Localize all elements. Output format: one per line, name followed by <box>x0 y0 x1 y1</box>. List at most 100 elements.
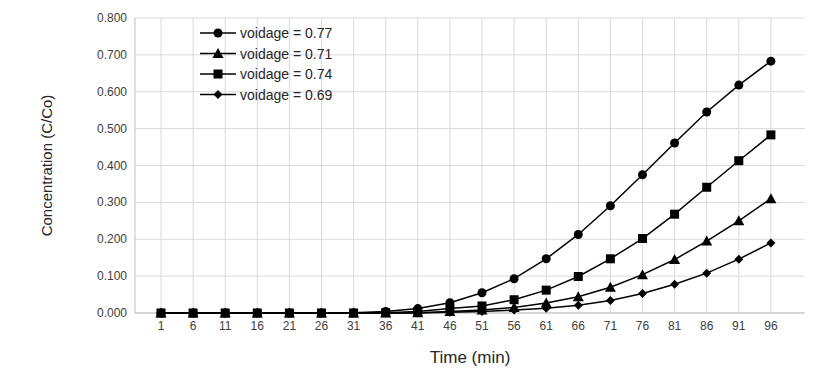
y-grid-line <box>135 202 805 203</box>
data-point <box>669 254 680 264</box>
y-tick-label: 0.200 <box>97 232 127 246</box>
data-point <box>220 308 231 318</box>
data-point <box>445 308 454 317</box>
data-point <box>478 288 487 297</box>
data-point <box>638 289 647 298</box>
data-point <box>253 309 262 318</box>
data-point <box>606 254 615 263</box>
data-point <box>542 286 551 295</box>
data-point <box>188 308 199 318</box>
x-tick-label: 6 <box>190 319 197 333</box>
data-point <box>702 108 711 117</box>
x-tick-label: 36 <box>379 319 393 333</box>
y-tick-label: 0.400 <box>97 159 127 173</box>
data-point <box>670 210 679 219</box>
x-tick-label: 91 <box>732 319 746 333</box>
data-point <box>380 308 391 318</box>
data-point <box>252 308 263 318</box>
y-tick-label: 0.100 <box>97 269 127 283</box>
series-line <box>161 199 771 313</box>
data-point <box>317 309 326 318</box>
y-tick-label: 0.500 <box>97 122 127 136</box>
data-point <box>573 291 584 301</box>
y-grid-line <box>135 54 805 55</box>
data-point <box>285 309 294 318</box>
data-point <box>542 304 551 313</box>
data-point <box>285 309 294 318</box>
data-point <box>349 309 358 318</box>
x-tick-label: 61 <box>540 319 554 333</box>
data-point <box>734 156 743 165</box>
y-grid-line <box>135 18 805 19</box>
data-point <box>381 308 390 317</box>
legend-label: voidage = 0.71 <box>240 46 332 62</box>
x-axis-title: Time (min) <box>430 348 511 367</box>
x-tick-label: 86 <box>700 319 714 333</box>
data-point <box>606 296 615 305</box>
data-point <box>221 309 230 318</box>
data-point <box>317 309 326 318</box>
y-grid-line <box>135 91 805 92</box>
legend-label: voidage = 0.77 <box>240 25 332 41</box>
series-line <box>161 61 771 313</box>
x-tick-label: 1 <box>158 319 165 333</box>
legend-label: voidage = 0.74 <box>240 66 332 82</box>
data-point <box>510 295 519 304</box>
data-point <box>349 309 358 318</box>
data-point <box>221 309 230 318</box>
data-point <box>574 230 583 239</box>
data-point <box>253 309 262 318</box>
data-point <box>157 309 166 318</box>
data-point <box>638 234 647 243</box>
data-point <box>412 307 423 317</box>
series-line <box>161 243 771 313</box>
data-point <box>734 255 743 264</box>
x-tick-label: 21 <box>283 319 297 333</box>
data-point <box>638 170 647 179</box>
data-point <box>253 309 262 318</box>
legend: voidage = 0.77 voidage = 0.71 voidage = 0.… <box>200 25 332 103</box>
data-point <box>317 309 326 318</box>
data-point <box>221 309 230 318</box>
x-tick-label: 11 <box>219 319 232 333</box>
y-tick-label: 0.800 <box>97 11 127 25</box>
data-point <box>510 306 519 315</box>
y-grid-line <box>135 128 805 129</box>
x-tick-label: 96 <box>764 319 778 333</box>
legend-marker <box>214 70 223 79</box>
data-point <box>413 309 422 318</box>
data-point <box>348 308 359 318</box>
data-point <box>765 193 776 203</box>
data-point <box>574 272 583 281</box>
y-grid-line <box>135 165 805 166</box>
data-point <box>349 308 358 317</box>
data-point <box>701 236 712 246</box>
data-point <box>637 269 648 279</box>
series-line <box>161 135 771 313</box>
data-point <box>285 309 294 318</box>
data-point <box>766 57 775 66</box>
plot-area <box>156 57 777 318</box>
chart: 0.0000.1000.2000.3000.4000.5000.6000.700… <box>0 0 830 376</box>
data-point <box>670 280 679 289</box>
data-point <box>284 308 295 318</box>
y-axis-title: Concentration (C/Co) <box>38 95 55 237</box>
data-point <box>670 139 679 148</box>
data-point <box>510 274 519 283</box>
data-point <box>189 309 198 318</box>
x-tick-label: 56 <box>507 319 521 333</box>
data-point <box>702 183 711 192</box>
legend-marker <box>214 29 223 38</box>
y-grid-line <box>135 276 805 277</box>
data-point <box>542 254 551 263</box>
data-point <box>574 301 583 310</box>
y-tick-label: 0.700 <box>97 48 127 62</box>
data-point <box>734 81 743 90</box>
data-point <box>381 309 390 318</box>
data-point <box>766 238 775 247</box>
x-tick-label: 16 <box>251 319 265 333</box>
x-tick-label: 41 <box>411 319 425 333</box>
data-point <box>733 215 744 225</box>
legend-marker <box>214 90 223 99</box>
data-point <box>702 269 711 278</box>
